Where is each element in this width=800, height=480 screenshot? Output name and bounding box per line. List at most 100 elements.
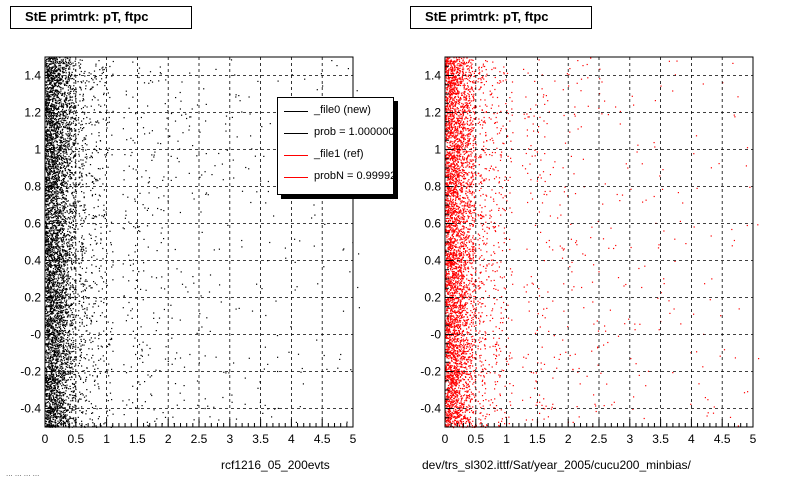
- scatter-point: [51, 226, 53, 228]
- scatter-point: [45, 192, 47, 195]
- scatter-point: [48, 348, 50, 350]
- scatter-point: [71, 160, 73, 162]
- scatter-point: [62, 124, 64, 126]
- scatter-point: [53, 196, 56, 199]
- scatter-point: [65, 275, 67, 277]
- scatter-point: [61, 78, 63, 80]
- scatter-point: [60, 137, 62, 139]
- scatter-point: [58, 251, 60, 253]
- scatter-point: [64, 167, 66, 170]
- scatter-point: [58, 147, 60, 149]
- scatter-point: [56, 296, 58, 298]
- scatter-point: [63, 138, 65, 140]
- scatter-point: [65, 190, 67, 192]
- scatter-point: [50, 173, 52, 175]
- scatter-point: [69, 128, 71, 130]
- scatter-point: [70, 176, 72, 179]
- scatter-point: [73, 203, 75, 205]
- scatter-point: [48, 71, 51, 73]
- scatter-point: [64, 204, 66, 206]
- scatter-point: [46, 233, 48, 235]
- scatter-point: [46, 123, 48, 125]
- scatter-point: [45, 238, 47, 240]
- scatter-point: [69, 124, 71, 126]
- scatter-point: [60, 233, 62, 235]
- scatter-point: [47, 104, 49, 106]
- scatter-point: [74, 179, 76, 181]
- scatter-point: [63, 243, 65, 245]
- scatter-point: [73, 371, 75, 373]
- scatter-point: [53, 336, 55, 338]
- scatter-point: [59, 413, 61, 415]
- scatter-point: [53, 95, 55, 97]
- scatter-point: [63, 274, 65, 276]
- scatter-point: [59, 410, 61, 412]
- scatter-point: [56, 59, 58, 61]
- scatter-point: [60, 167, 63, 169]
- scatter-point: [60, 419, 62, 421]
- scatter-point: [63, 341, 65, 343]
- scatter-point: [81, 165, 83, 167]
- scatter-point: [54, 226, 56, 228]
- scatter-point: [59, 393, 61, 395]
- scatter-point: [48, 394, 50, 396]
- scatter-point: [66, 152, 68, 154]
- scatter-point: [60, 337, 62, 339]
- scatter-point: [57, 237, 59, 239]
- scatter-point: [68, 73, 70, 76]
- scatter-point: [56, 413, 59, 415]
- scatter-point: [51, 194, 53, 197]
- scatter-point: [67, 420, 69, 422]
- scatter-point: [51, 401, 53, 403]
- scatter-point: [53, 406, 55, 408]
- scatter-point: [62, 157, 64, 160]
- scatter-point: [50, 362, 52, 364]
- scatter-point: [61, 373, 64, 375]
- scatter-point: [60, 253, 62, 255]
- scatter-point: [69, 184, 71, 186]
- scatter-point: [52, 301, 54, 303]
- scatter-point: [52, 199, 54, 202]
- scatter-point: [55, 417, 58, 420]
- scatter-point: [69, 218, 71, 220]
- scatter-point: [52, 85, 54, 87]
- scatter-point: [55, 134, 57, 136]
- scatter-point: [51, 380, 53, 382]
- scatter-point: [47, 411, 49, 414]
- scatter-point: [52, 72, 54, 74]
- scatter-point: [53, 97, 55, 100]
- scatter-point: [63, 95, 65, 97]
- scatter-point: [58, 115, 60, 117]
- scatter-point: [69, 57, 71, 59]
- scatter-point: [73, 358, 75, 360]
- scatter-point: [73, 103, 75, 105]
- scatter-point: [54, 180, 56, 182]
- scatter-point: [55, 403, 57, 405]
- scatter-point: [54, 252, 56, 254]
- scatter-point: [55, 299, 57, 301]
- scatter-point: [66, 159, 68, 161]
- scatter-point: [66, 363, 68, 365]
- scatter-point: [82, 100, 84, 102]
- scatter-point: [74, 397, 76, 399]
- scatter-point: [56, 284, 58, 286]
- scatter-point: [69, 209, 71, 211]
- scatter-point: [54, 258, 56, 261]
- scatter-point: [51, 274, 53, 276]
- scatter-point: [50, 271, 52, 273]
- scatter-point: [61, 194, 63, 197]
- scatter-point: [56, 96, 58, 98]
- scatter-point: [51, 251, 53, 253]
- scatter-point: [47, 201, 49, 203]
- scatter-point: [72, 345, 74, 348]
- scatter-point: [66, 386, 68, 388]
- scatter-point: [72, 212, 74, 214]
- scatter-point: [54, 127, 56, 129]
- scatter-point: [48, 242, 50, 244]
- scatter-point: [45, 157, 47, 159]
- scatter-point: [50, 79, 53, 81]
- scatter-point: [50, 291, 52, 293]
- scatter-point: [58, 230, 60, 232]
- scatter-point: [66, 103, 68, 105]
- scatter-point: [86, 175, 88, 177]
